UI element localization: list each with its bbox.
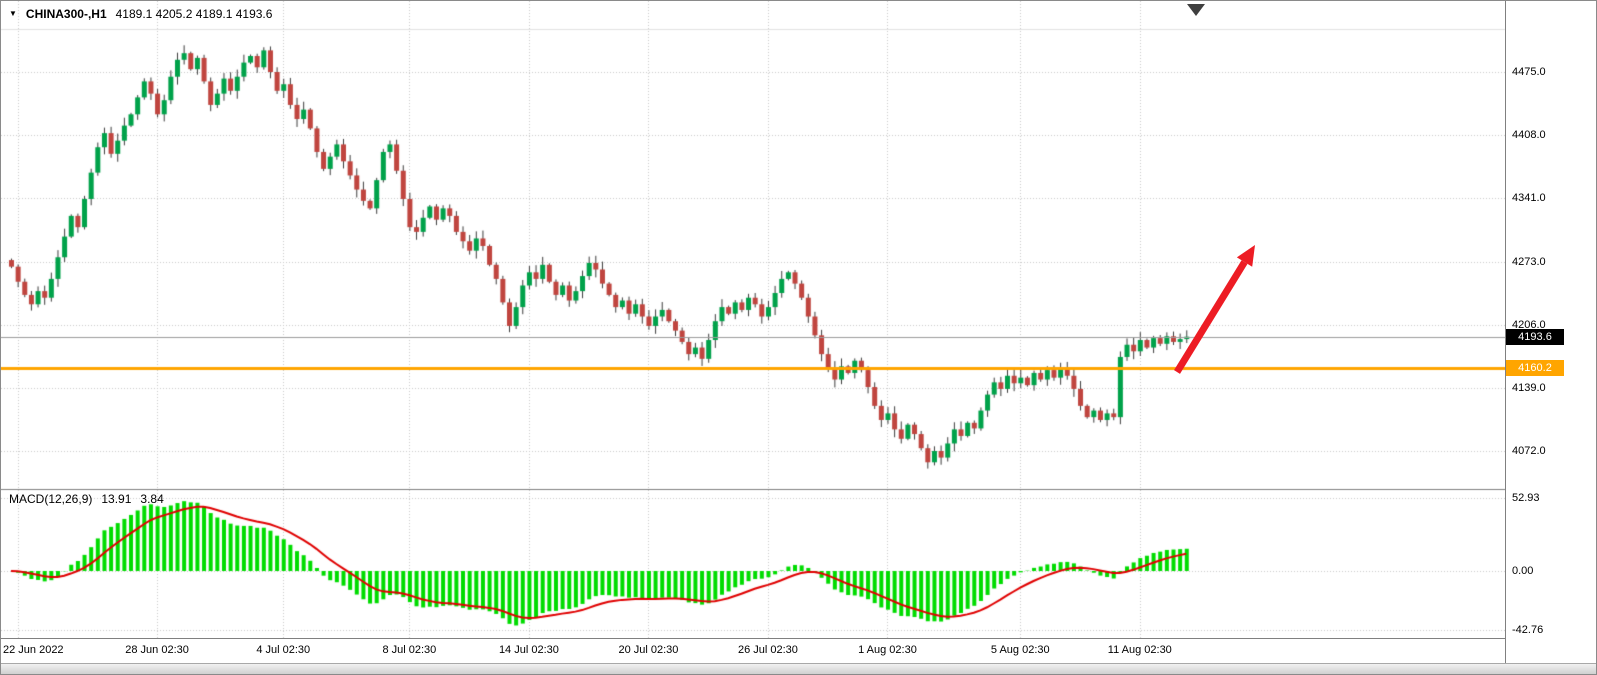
time-axis-label: 11 Aug 02:30 [1107, 644, 1172, 656]
time-axis-label: 14 Jul 02:30 [498, 644, 559, 656]
macd-axis-label: 52.93 [1512, 491, 1540, 504]
time-axis-label: 8 Jul 02:30 [382, 644, 437, 656]
price-axis-label: 4475.0 [1512, 66, 1546, 78]
time-axis-label: 22 Jun 2022 [3, 644, 64, 656]
time-axis-label: 1 Aug 02:30 [858, 644, 917, 656]
time-axis-label: 20 Jul 02:30 [618, 644, 679, 656]
macd-signal-value: 3.84 [140, 492, 164, 506]
time-axis[interactable]: 22 Jun 2022 28 Jun 02:30 4 Jul 02:30 8 Jul … [1, 638, 1505, 663]
horizontal-scrollbar[interactable] [1, 663, 1596, 674]
time-axis-label: 5 Aug 02:30 [990, 644, 1050, 656]
hline-price-tag: 4160.2 [1506, 360, 1564, 377]
price-axis-label: 4408.0 [1512, 129, 1546, 141]
price-axis-label: 4273.0 [1512, 255, 1546, 268]
price-axis-label: 4206.0 [1512, 318, 1546, 331]
macd-value: 13.91 [101, 492, 132, 506]
chart-shift-marker-icon[interactable] [1187, 4, 1205, 16]
current-price-tag: 4193.6 [1506, 328, 1564, 345]
macd-axis-label: 0.00 [1512, 565, 1534, 577]
macd-name: MACD(12,26,9) [9, 492, 93, 506]
price-axis-label: 4341.0 [1512, 192, 1546, 205]
macd-axis-label: -42.76 [1512, 623, 1544, 636]
price-axis-label: 4139.0 [1512, 381, 1546, 394]
time-axis-label: 4 Jul 02:30 [256, 644, 311, 656]
chart-title: ▼ CHINA300-,H1 4189.1 4205.2 4189.1 4193… [9, 7, 272, 21]
time-axis-label: 26 Jul 02:30 [737, 644, 798, 656]
macd-indicator-label: MACD(12,26,9) 13.91 3.84 [9, 492, 173, 506]
chart-canvas[interactable] [1, 1, 1505, 638]
ohlc-values: 4189.1 4205.2 4189.1 4193.6 [115, 7, 273, 21]
price-axis-label: 4072.0 [1512, 445, 1546, 457]
time-axis-label: 28 Jun 02:30 [125, 644, 189, 656]
symbol-label: CHINA300-,H1 [25, 7, 107, 21]
symbol-marker-icon: ▼ [9, 9, 17, 18]
price-axis[interactable]: 4193.6 4160.2 4475.0 4408.0 4341.0 4273.0 42… [1505, 1, 1596, 663]
